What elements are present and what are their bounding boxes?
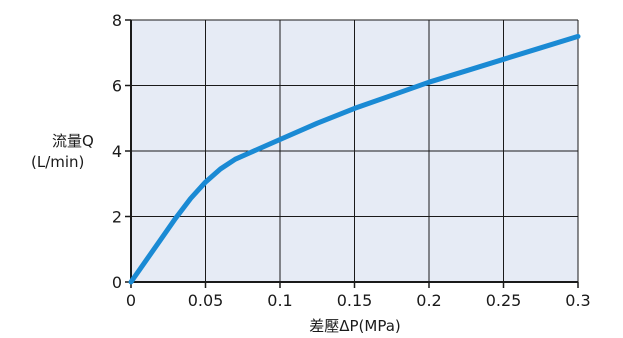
x-tick-label: 0.05 bbox=[188, 291, 224, 310]
y-axis-label-line2: (L/min) bbox=[31, 153, 84, 171]
x-tick-label: 0.2 bbox=[416, 291, 441, 310]
series-line-flow-rate bbox=[128, 33, 581, 285]
x-tick-labels: 0 0.05 0.1 0.15 0.2 0.25 0.3 bbox=[126, 282, 591, 310]
y-tick-labels: 0 2 4 6 8 bbox=[112, 11, 131, 292]
x-tick-label: 0 bbox=[126, 291, 136, 310]
y-axis-label-line1: 流量Q bbox=[52, 132, 94, 150]
y-tick-label: 6 bbox=[112, 77, 122, 96]
grid-lines bbox=[131, 19, 579, 282]
x-axis-label: 差壓ΔP(MPa) bbox=[309, 317, 401, 335]
x-tick-label: 0.25 bbox=[486, 291, 522, 310]
x-tick-label: 0.1 bbox=[267, 291, 292, 310]
y-tick-label: 2 bbox=[112, 208, 122, 227]
y-tick-label: 4 bbox=[112, 142, 122, 161]
y-tick-label: 0 bbox=[112, 273, 122, 292]
y-tick-label: 8 bbox=[112, 11, 122, 30]
x-tick-label: 0.15 bbox=[337, 291, 373, 310]
x-tick-label: 0.3 bbox=[565, 291, 590, 310]
